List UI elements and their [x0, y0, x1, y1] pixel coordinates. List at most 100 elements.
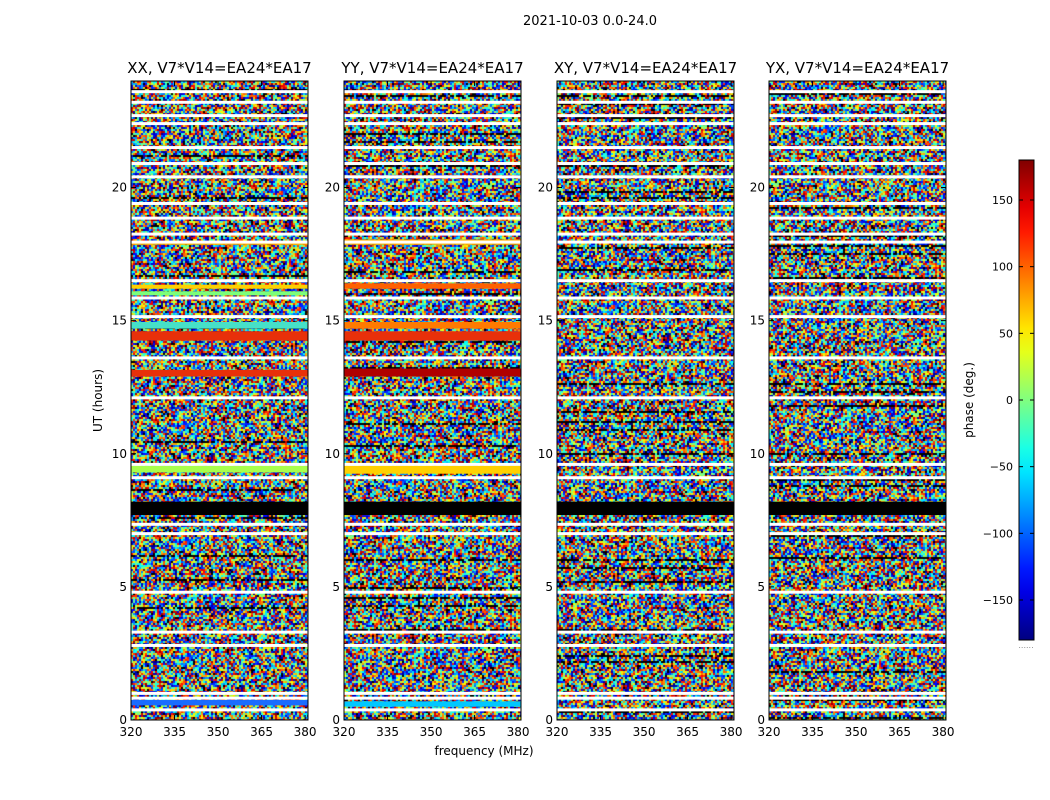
panel-band: [769, 501, 946, 515]
panel-title: XX, V7*V14=EA24*EA17: [127, 59, 311, 77]
flagged-row: [557, 532, 734, 536]
panel-3: 320 335 350 365 380 0 5 10 15 20 XY, V7*V14=EA24*E…: [538, 59, 743, 739]
flagged-row: [769, 396, 946, 400]
flagged-row: [131, 462, 308, 466]
y-tick-label: 0: [545, 713, 553, 727]
x-tick-label: 335: [801, 725, 824, 739]
y-tick-label: 10: [750, 447, 765, 461]
flagged-row: [131, 532, 308, 536]
panel-frame: [556, 80, 735, 721]
flagged-row: [344, 630, 521, 634]
y-tick-label: 5: [332, 580, 340, 594]
flagged-row: [131, 590, 308, 594]
panel-frame: [130, 80, 309, 721]
flagged-row: [769, 532, 946, 536]
flagged-row: [557, 122, 734, 126]
panel-band: [131, 501, 308, 515]
y-tick-label: 10: [325, 447, 340, 461]
flagged-row: [131, 90, 308, 94]
flagged-row: [131, 708, 308, 712]
flagged-row: [769, 162, 946, 166]
flagged-row: [131, 114, 308, 118]
colorbar-tick-label: −50: [990, 461, 1013, 474]
y-tick-label: 20: [750, 181, 765, 195]
colorbar-tick-label: 50: [999, 327, 1013, 340]
colorbar-tick-label: −150: [983, 594, 1013, 607]
x-tick-label: 365: [250, 725, 273, 739]
flagged-row: [131, 630, 308, 634]
flagged-row: [557, 476, 734, 480]
panel-band: [344, 321, 521, 329]
colorbar-tick-label: −100: [983, 527, 1013, 540]
y-tick-label: 5: [545, 580, 553, 594]
y-axis-label: UT (hours): [91, 369, 105, 432]
flagged-row: [344, 216, 521, 220]
flagged-row: [344, 146, 521, 150]
flagged-row: [557, 691, 734, 695]
x-tick-label: 380: [720, 725, 743, 739]
flagged-row: [557, 522, 734, 526]
x-axis-label: frequency (MHz): [434, 744, 533, 758]
flagged-row: [344, 708, 521, 712]
flagged-row: [344, 296, 521, 300]
flagged-row: [769, 590, 946, 594]
x-tick-label: 320: [758, 725, 781, 739]
flagged-row: [769, 522, 946, 526]
x-tick-label: 320: [333, 725, 356, 739]
colorbar-tick-label: 100: [992, 261, 1013, 274]
flagged-row: [557, 90, 734, 94]
panel-title: XY, V7*V14=EA24*EA17: [554, 59, 737, 77]
flagged-row: [769, 175, 946, 179]
flagged-row: [769, 201, 946, 205]
x-tick-label: 350: [207, 725, 230, 739]
flagged-row: [769, 146, 946, 150]
flagged-row: [769, 462, 946, 466]
flagged-row: [344, 162, 521, 166]
flagged-row: [557, 396, 734, 400]
y-tick-label: 5: [757, 580, 765, 594]
x-tick-label: 365: [676, 725, 699, 739]
x-tick-label: 365: [463, 725, 486, 739]
flagged-row: [769, 279, 946, 283]
x-tick-label: 335: [589, 725, 612, 739]
flagged-row: [769, 100, 946, 104]
flagged-row: [131, 315, 308, 319]
y-tick-label: 15: [750, 314, 765, 328]
y-tick-label: 10: [112, 447, 127, 461]
flagged-row: [769, 216, 946, 220]
flagged-row: [131, 522, 308, 526]
panel-band: [344, 368, 521, 377]
flagged-row: [557, 216, 734, 220]
y-tick-label: 10: [538, 447, 553, 461]
x-tick-label: 380: [507, 725, 530, 739]
panel-band: [344, 283, 521, 289]
flagged-row: [557, 708, 734, 712]
flagged-row: [769, 90, 946, 94]
flagged-row: [557, 696, 734, 700]
panel-1: 320 335 350 365 380 0 5 10 15 20 XX, V7*V14=EA24*E…: [112, 59, 317, 739]
flagged-row: [769, 643, 946, 647]
flagged-row: [131, 240, 308, 244]
x-tick-label: 365: [888, 725, 911, 739]
panel-frame: [768, 80, 947, 721]
panel-band: [131, 700, 308, 706]
colorbar-label: phase (deg.): [962, 362, 976, 438]
flagged-row: [344, 122, 521, 126]
flagged-row: [769, 696, 946, 700]
panel-band: [557, 501, 734, 515]
flagged-row: [557, 146, 734, 150]
flagged-row: [769, 232, 946, 236]
flagged-row: [131, 696, 308, 700]
panel-band: [131, 291, 308, 296]
flagged-row: [131, 396, 308, 400]
colorbar-tick-label: 150: [992, 194, 1013, 207]
panel-band: [131, 369, 308, 377]
flagged-row: [769, 356, 946, 360]
flagged-row: [344, 315, 521, 319]
x-tick-label: 380: [294, 725, 317, 739]
flagged-row: [344, 590, 521, 594]
flagged-row: [131, 175, 308, 179]
panel-phase-image: [131, 81, 308, 720]
panel-band: [131, 321, 308, 329]
